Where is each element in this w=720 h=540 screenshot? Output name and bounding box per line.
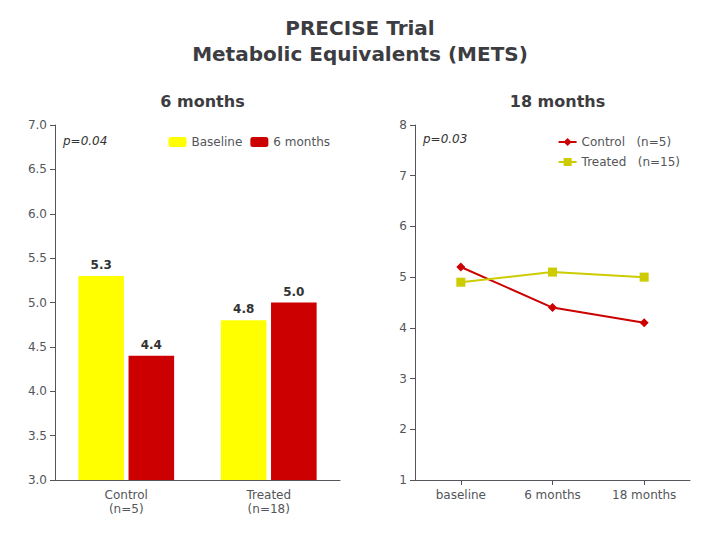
- svg-text:4.8: 4.8: [233, 302, 254, 316]
- svg-text:8: 8: [399, 118, 407, 132]
- svg-text:Control: Control: [105, 488, 148, 502]
- svg-text:6: 6: [399, 219, 407, 233]
- svg-text:5.3: 5.3: [91, 258, 112, 272]
- svg-text:3: 3: [399, 372, 407, 386]
- svg-text:3.0: 3.0: [28, 473, 47, 487]
- svg-text:18 months: 18 months: [612, 488, 676, 502]
- svg-text:Metabolic Equivalents (METS): Metabolic Equivalents (METS): [192, 42, 528, 66]
- svg-text:6.0: 6.0: [28, 207, 47, 221]
- svg-text:5: 5: [399, 270, 407, 284]
- svg-text:Treated (n=15): Treated (n=15): [581, 155, 680, 169]
- svg-text:7.0: 7.0: [28, 118, 47, 132]
- svg-text:(n=5): (n=5): [109, 502, 144, 516]
- svg-text:4.4: 4.4: [141, 338, 162, 352]
- svg-text:4.5: 4.5: [28, 340, 47, 354]
- svg-text:3.5: 3.5: [28, 429, 47, 443]
- svg-text:Control (n=5): Control (n=5): [582, 135, 671, 149]
- svg-text:Baseline: Baseline: [191, 135, 242, 149]
- svg-text:18 months: 18 months: [510, 92, 605, 111]
- svg-text:4.0: 4.0: [28, 384, 47, 398]
- svg-text:6 months: 6 months: [273, 135, 330, 149]
- svg-text:5.5: 5.5: [28, 251, 47, 265]
- svg-text:6.5: 6.5: [28, 162, 47, 176]
- svg-text:7: 7: [399, 169, 407, 183]
- svg-text:5.0: 5.0: [28, 296, 47, 310]
- svg-text:(n=18): (n=18): [248, 502, 290, 516]
- svg-text:5.0: 5.0: [283, 285, 304, 299]
- svg-text:baseline: baseline: [436, 488, 486, 502]
- svg-text:p=0.03: p=0.03: [422, 132, 467, 146]
- svg-text:6 months: 6 months: [524, 488, 581, 502]
- svg-text:p=0.04: p=0.04: [62, 134, 107, 148]
- svg-text:6 months: 6 months: [160, 92, 244, 111]
- svg-text:1: 1: [399, 473, 407, 487]
- svg-text:PRECISE Trial: PRECISE Trial: [285, 16, 434, 40]
- svg-text:2: 2: [399, 422, 407, 436]
- svg-text:Treated: Treated: [245, 488, 291, 502]
- svg-text:4: 4: [399, 321, 407, 335]
